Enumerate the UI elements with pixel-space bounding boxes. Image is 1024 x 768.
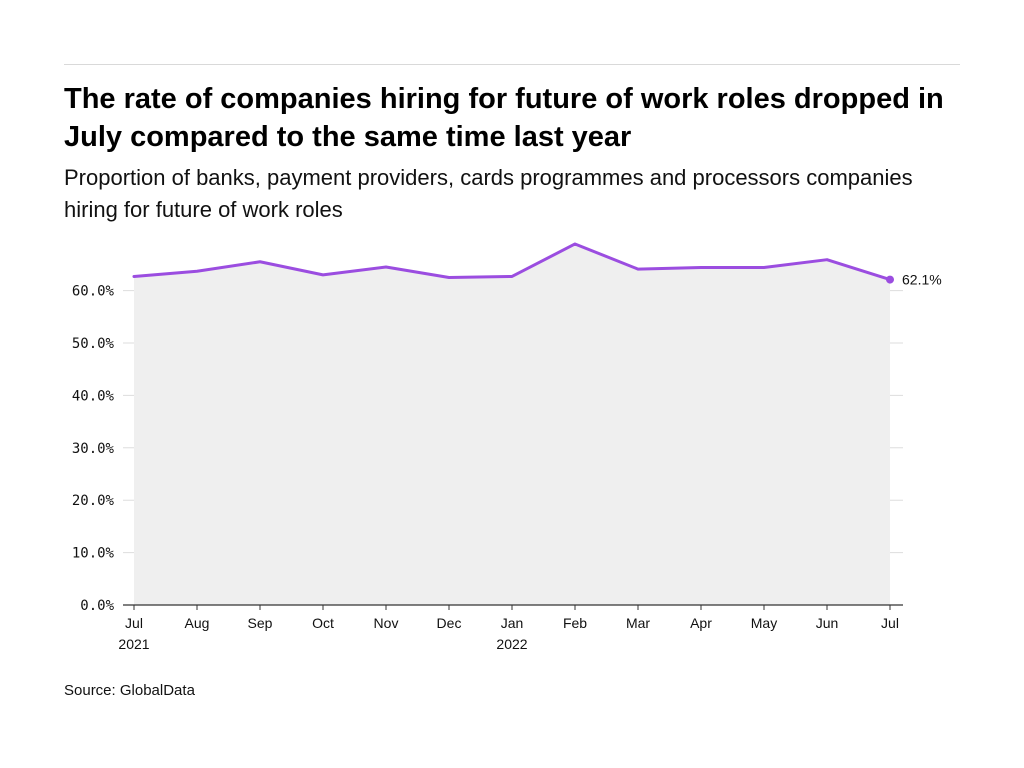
series-line-layer (132, 242, 894, 284)
end-value-label: 62.1% (902, 272, 942, 288)
area-fill-layer (134, 243, 890, 606)
x-tick-year-label: 2021 (118, 636, 149, 652)
y-tick-labels: 0.0% 10.0% 20.0% 30.0% 40.0% 50.0% 60.0% (72, 284, 115, 614)
y-tick-label: 0.0% (80, 598, 114, 614)
x-tick-label: Oct (312, 615, 334, 631)
series-line (132, 242, 892, 282)
x-tick-label: Sep (248, 615, 273, 631)
x-tick-label: Nov (374, 615, 399, 631)
top-divider (64, 64, 960, 65)
x-tick-label: May (751, 615, 777, 631)
x-tick-label: Feb (563, 615, 587, 631)
x-tick-label: Jul (881, 615, 899, 631)
data-labels: 62.1% (902, 272, 942, 288)
y-tick-label: 10.0% (72, 546, 115, 562)
y-tick-label: 40.0% (72, 388, 115, 404)
y-tick-label: 60.0% (72, 284, 115, 300)
x-tick-label: Jul (125, 615, 143, 631)
x-tick-label: Mar (626, 615, 650, 631)
end-point-marker (886, 275, 894, 284)
x-tick-year-label: 2022 (496, 636, 527, 652)
y-tick-label: 20.0% (72, 493, 115, 509)
x-tick-label: Apr (690, 615, 712, 631)
source-note: Source: GlobalData (64, 682, 195, 699)
x-tick-label: Aug (185, 615, 210, 631)
x-tick-label: Jan (501, 615, 524, 631)
area-fill (134, 243, 890, 606)
axes (123, 604, 903, 610)
chart-subtitle: Proportion of banks, payment providers, … (64, 165, 913, 222)
y-tick-label: 30.0% (72, 441, 115, 457)
x-tick-label: Jun (816, 615, 839, 631)
x-tick-label: Dec (437, 615, 462, 631)
y-tick-label: 50.0% (72, 336, 115, 352)
chart-title: The rate of companies hiring for future … (64, 83, 944, 153)
x-tick-labels: Jul 2021 Aug Sep Oct Nov Dec Jan 2022 Feb Mar Apr Ma… (118, 615, 899, 652)
